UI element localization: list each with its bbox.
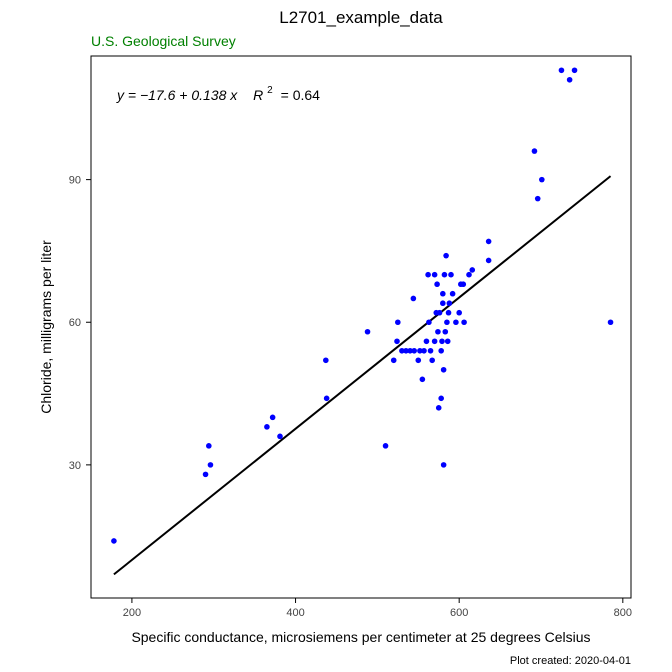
data-point xyxy=(407,347,413,354)
chart-subtitle: U.S. Geological Survey xyxy=(91,33,236,49)
data-point xyxy=(427,347,434,354)
data-point xyxy=(426,319,432,326)
data-point xyxy=(390,357,397,364)
data-point xyxy=(277,433,283,440)
data-point xyxy=(394,338,400,345)
data-point xyxy=(453,319,459,326)
data-point xyxy=(206,443,212,449)
data-point xyxy=(558,67,565,74)
data-point xyxy=(485,257,492,264)
plot-created-caption: Plot created: 2020-04-01 xyxy=(510,655,631,667)
data-point xyxy=(571,67,578,74)
data-point xyxy=(429,357,435,364)
data-point xyxy=(202,471,209,478)
data-point xyxy=(446,300,453,307)
data-point xyxy=(461,319,467,326)
data-point xyxy=(419,376,426,383)
data-point xyxy=(431,338,438,345)
x-tick-label: 200 xyxy=(123,607,141,619)
data-point xyxy=(434,281,440,288)
regression-equation: y = −17.6 + 0.138 x R 2 = 0.64 xyxy=(116,80,320,103)
data-point xyxy=(399,347,405,354)
data-point xyxy=(442,328,449,335)
data-point xyxy=(441,271,448,278)
data-point xyxy=(425,271,431,278)
data-point xyxy=(440,366,447,373)
plot-frame xyxy=(90,55,632,599)
data-point xyxy=(431,271,438,278)
data-point xyxy=(448,271,454,278)
data-point xyxy=(445,309,452,316)
data-point xyxy=(566,76,573,83)
x-axis-ticks: 200 400 600 800 xyxy=(123,598,632,619)
x-tick-label: 600 xyxy=(450,607,468,619)
data-point xyxy=(440,290,446,297)
data-point xyxy=(323,395,330,402)
data-point xyxy=(436,309,443,316)
data-point xyxy=(443,252,449,259)
data-point xyxy=(485,238,492,245)
x-tick-label: 800 xyxy=(614,607,632,619)
data-point xyxy=(534,195,541,202)
data-point xyxy=(449,290,456,297)
chart-title: L2701_example_data xyxy=(279,8,443,27)
regression-line xyxy=(113,175,612,576)
data-point xyxy=(435,328,441,335)
r-squared-exponent: 2 xyxy=(267,85,273,96)
data-point xyxy=(460,281,467,288)
data-point xyxy=(269,414,276,421)
x-axis-label: Specific conductance, microsiemens per c… xyxy=(131,629,590,645)
data-point xyxy=(607,319,614,326)
data-point xyxy=(435,405,442,411)
data-point xyxy=(440,462,447,468)
data-point xyxy=(382,443,389,449)
data-point xyxy=(421,347,427,354)
data-point xyxy=(411,347,417,354)
data-point xyxy=(439,338,445,345)
data-points xyxy=(111,67,614,544)
y-axis-label: Chloride, milligrams per liter xyxy=(38,240,54,414)
data-point xyxy=(531,148,538,154)
data-point xyxy=(207,462,214,468)
y-tick-label: 90 xyxy=(69,175,81,187)
data-point xyxy=(539,176,545,183)
data-point xyxy=(438,395,444,402)
data-point xyxy=(456,309,462,316)
data-point xyxy=(364,328,371,335)
data-point xyxy=(444,319,450,326)
y-axis-ticks: 30 60 90 xyxy=(69,175,91,472)
y-tick-label: 30 xyxy=(69,460,81,472)
data-point xyxy=(444,338,451,345)
data-point xyxy=(403,347,409,354)
x-tick-label: 400 xyxy=(286,607,304,619)
data-point xyxy=(466,271,472,278)
data-point xyxy=(440,300,446,307)
data-point xyxy=(323,357,329,364)
data-point xyxy=(395,319,401,326)
data-point xyxy=(423,338,430,345)
y-tick-label: 60 xyxy=(69,317,81,329)
data-point xyxy=(415,357,422,364)
data-point xyxy=(111,538,117,544)
r-squared-value: = 0.64 xyxy=(281,87,321,103)
equation-formula: y = −17.6 + 0.138 x xyxy=(116,87,238,103)
data-point xyxy=(469,267,476,273)
data-point xyxy=(410,295,417,302)
data-point xyxy=(438,347,444,354)
data-point xyxy=(264,424,270,430)
data-point xyxy=(417,347,423,354)
r-squared-symbol: R xyxy=(253,87,263,103)
